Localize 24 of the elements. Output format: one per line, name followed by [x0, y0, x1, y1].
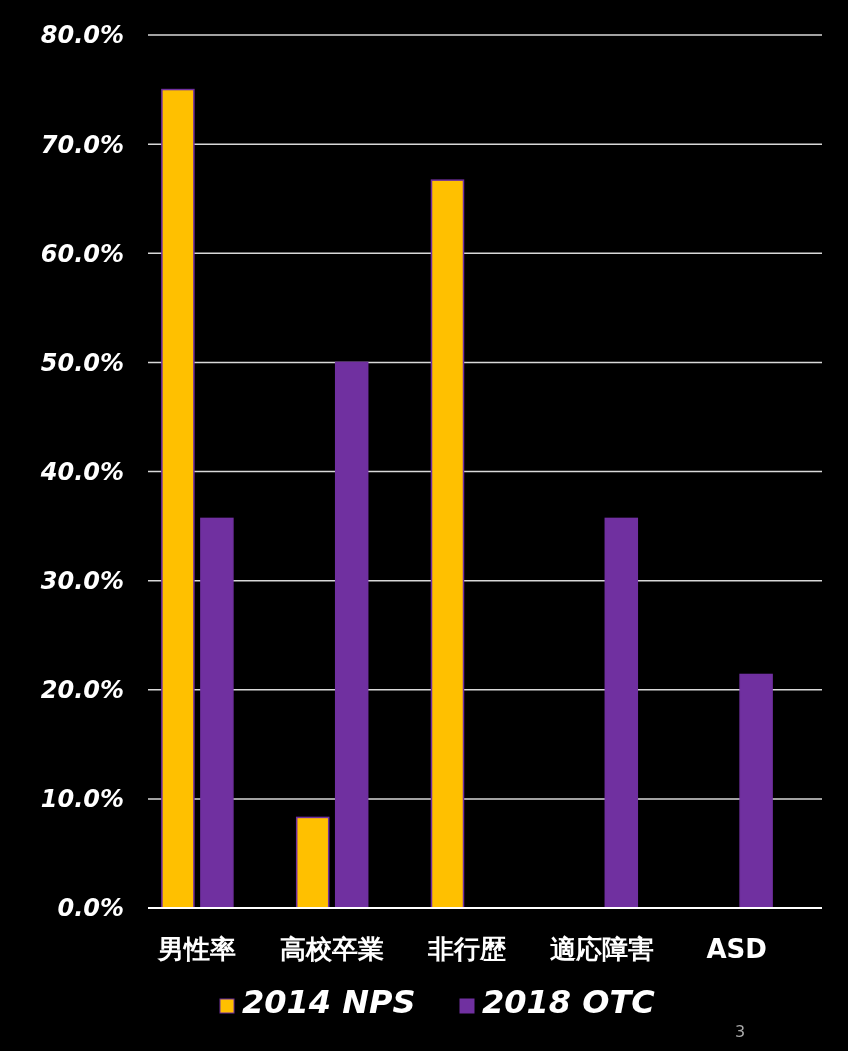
bar [161, 88, 195, 909]
x-tick-label: ASD [706, 934, 767, 964]
x-tick-label: 非行歴 [427, 934, 506, 964]
y-tick-label: 10.0% [40, 785, 124, 814]
bar [334, 361, 369, 909]
y-tick-label: 20.0% [40, 676, 124, 705]
y-tick-label: 60.0% [40, 239, 124, 268]
bar [430, 179, 465, 909]
bar [200, 517, 234, 909]
y-tick-label: 30.0% [40, 567, 124, 596]
y-tick-label: 0.0% [57, 894, 124, 923]
x-tick-label: 適応障害 [549, 934, 654, 964]
y-tick-label: 40.0% [39, 457, 124, 486]
legend-label: 2018 OTC [482, 983, 656, 1021]
y-tick-label: 50.0% [40, 348, 124, 377]
legend-label: 2014 NPS [242, 983, 416, 1021]
bar [295, 816, 330, 909]
text: 3 [734, 1022, 746, 1041]
x-tick-label: 男性率 [157, 934, 237, 964]
bar [739, 673, 773, 909]
x-tick-label: 高校卒業 [280, 934, 385, 964]
y-tick-label: 80.0% [40, 21, 124, 50]
bar [604, 517, 639, 909]
y-tick-label: 70.0% [40, 130, 124, 159]
